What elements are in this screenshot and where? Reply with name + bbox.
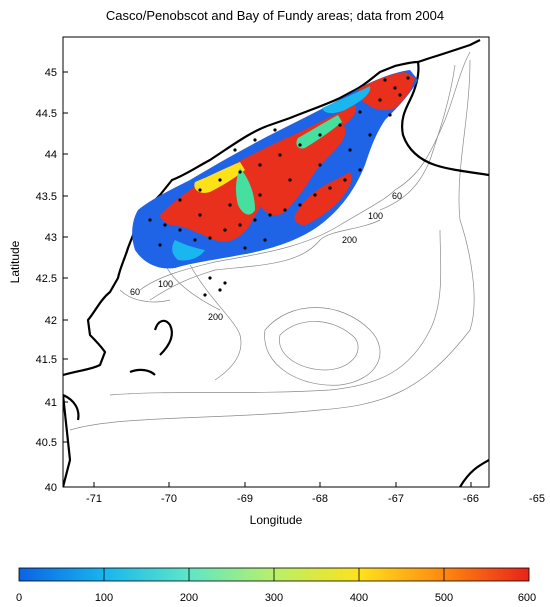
x-tick-label: -69	[237, 493, 253, 505]
x-axis-label: Longitude	[250, 513, 303, 527]
contour-label: 100	[158, 279, 173, 289]
y-tick-label: 43	[45, 232, 57, 244]
y-tick-label: 40	[45, 482, 57, 494]
y-tick-label: 45	[45, 67, 57, 79]
plot-frame	[62, 36, 490, 488]
colorbar-tick-label: 400	[350, 592, 368, 604]
y-axis: 40 40.5 41 41.5 42 42.5 43 43.5 44 44.5 …	[36, 67, 68, 494]
x-tick-label: -71	[86, 493, 102, 505]
contour-labels: 60 100 200 60 100 200	[130, 191, 402, 322]
y-axis-label: Latitude	[8, 240, 22, 283]
bathymetry-contours	[69, 51, 475, 431]
coastline	[63, 39, 489, 487]
colorbar-tick-label: 0	[16, 592, 22, 604]
x-axis: -71 -70 -69 -68 -67 -66 -65	[86, 482, 545, 505]
colorbar-tick-label: 200	[180, 592, 198, 604]
x-tick-label: -67	[388, 493, 404, 505]
colorbar-tick-label: 300	[265, 592, 283, 604]
colorbar-tick-label: 100	[95, 592, 113, 604]
colorbar-tick-label: 600	[518, 592, 536, 604]
y-tick-label: 41.5	[36, 354, 57, 366]
y-tick-label: 40.5	[36, 437, 57, 449]
y-tick-label: 43.5	[36, 191, 57, 203]
y-tick-label: 42	[45, 315, 57, 327]
y-tick-label: 41	[45, 397, 57, 409]
station-dots	[148, 76, 410, 297]
x-tick-label: -65	[529, 493, 545, 505]
y-tick-label: 44	[45, 149, 57, 161]
map-title: Casco/Penobscot and Bay of Fundy areas; …	[105, 8, 445, 23]
colorbar-tick-label: 500	[435, 592, 453, 604]
contour-label: 100	[368, 211, 383, 221]
contour-label: 200	[342, 235, 357, 245]
contour-label: 60	[130, 287, 140, 297]
contour-label: 60	[392, 191, 402, 201]
x-tick-label: -70	[161, 493, 177, 505]
x-tick-label: -68	[312, 493, 328, 505]
x-tick-label: -66	[463, 493, 479, 505]
y-tick-label: 42.5	[36, 273, 57, 285]
colorbar: 0 100 200 300 400 500 600	[16, 567, 536, 604]
y-tick-label: 44.5	[36, 108, 57, 120]
contour-label: 200	[208, 312, 223, 322]
data-field	[132, 70, 418, 269]
